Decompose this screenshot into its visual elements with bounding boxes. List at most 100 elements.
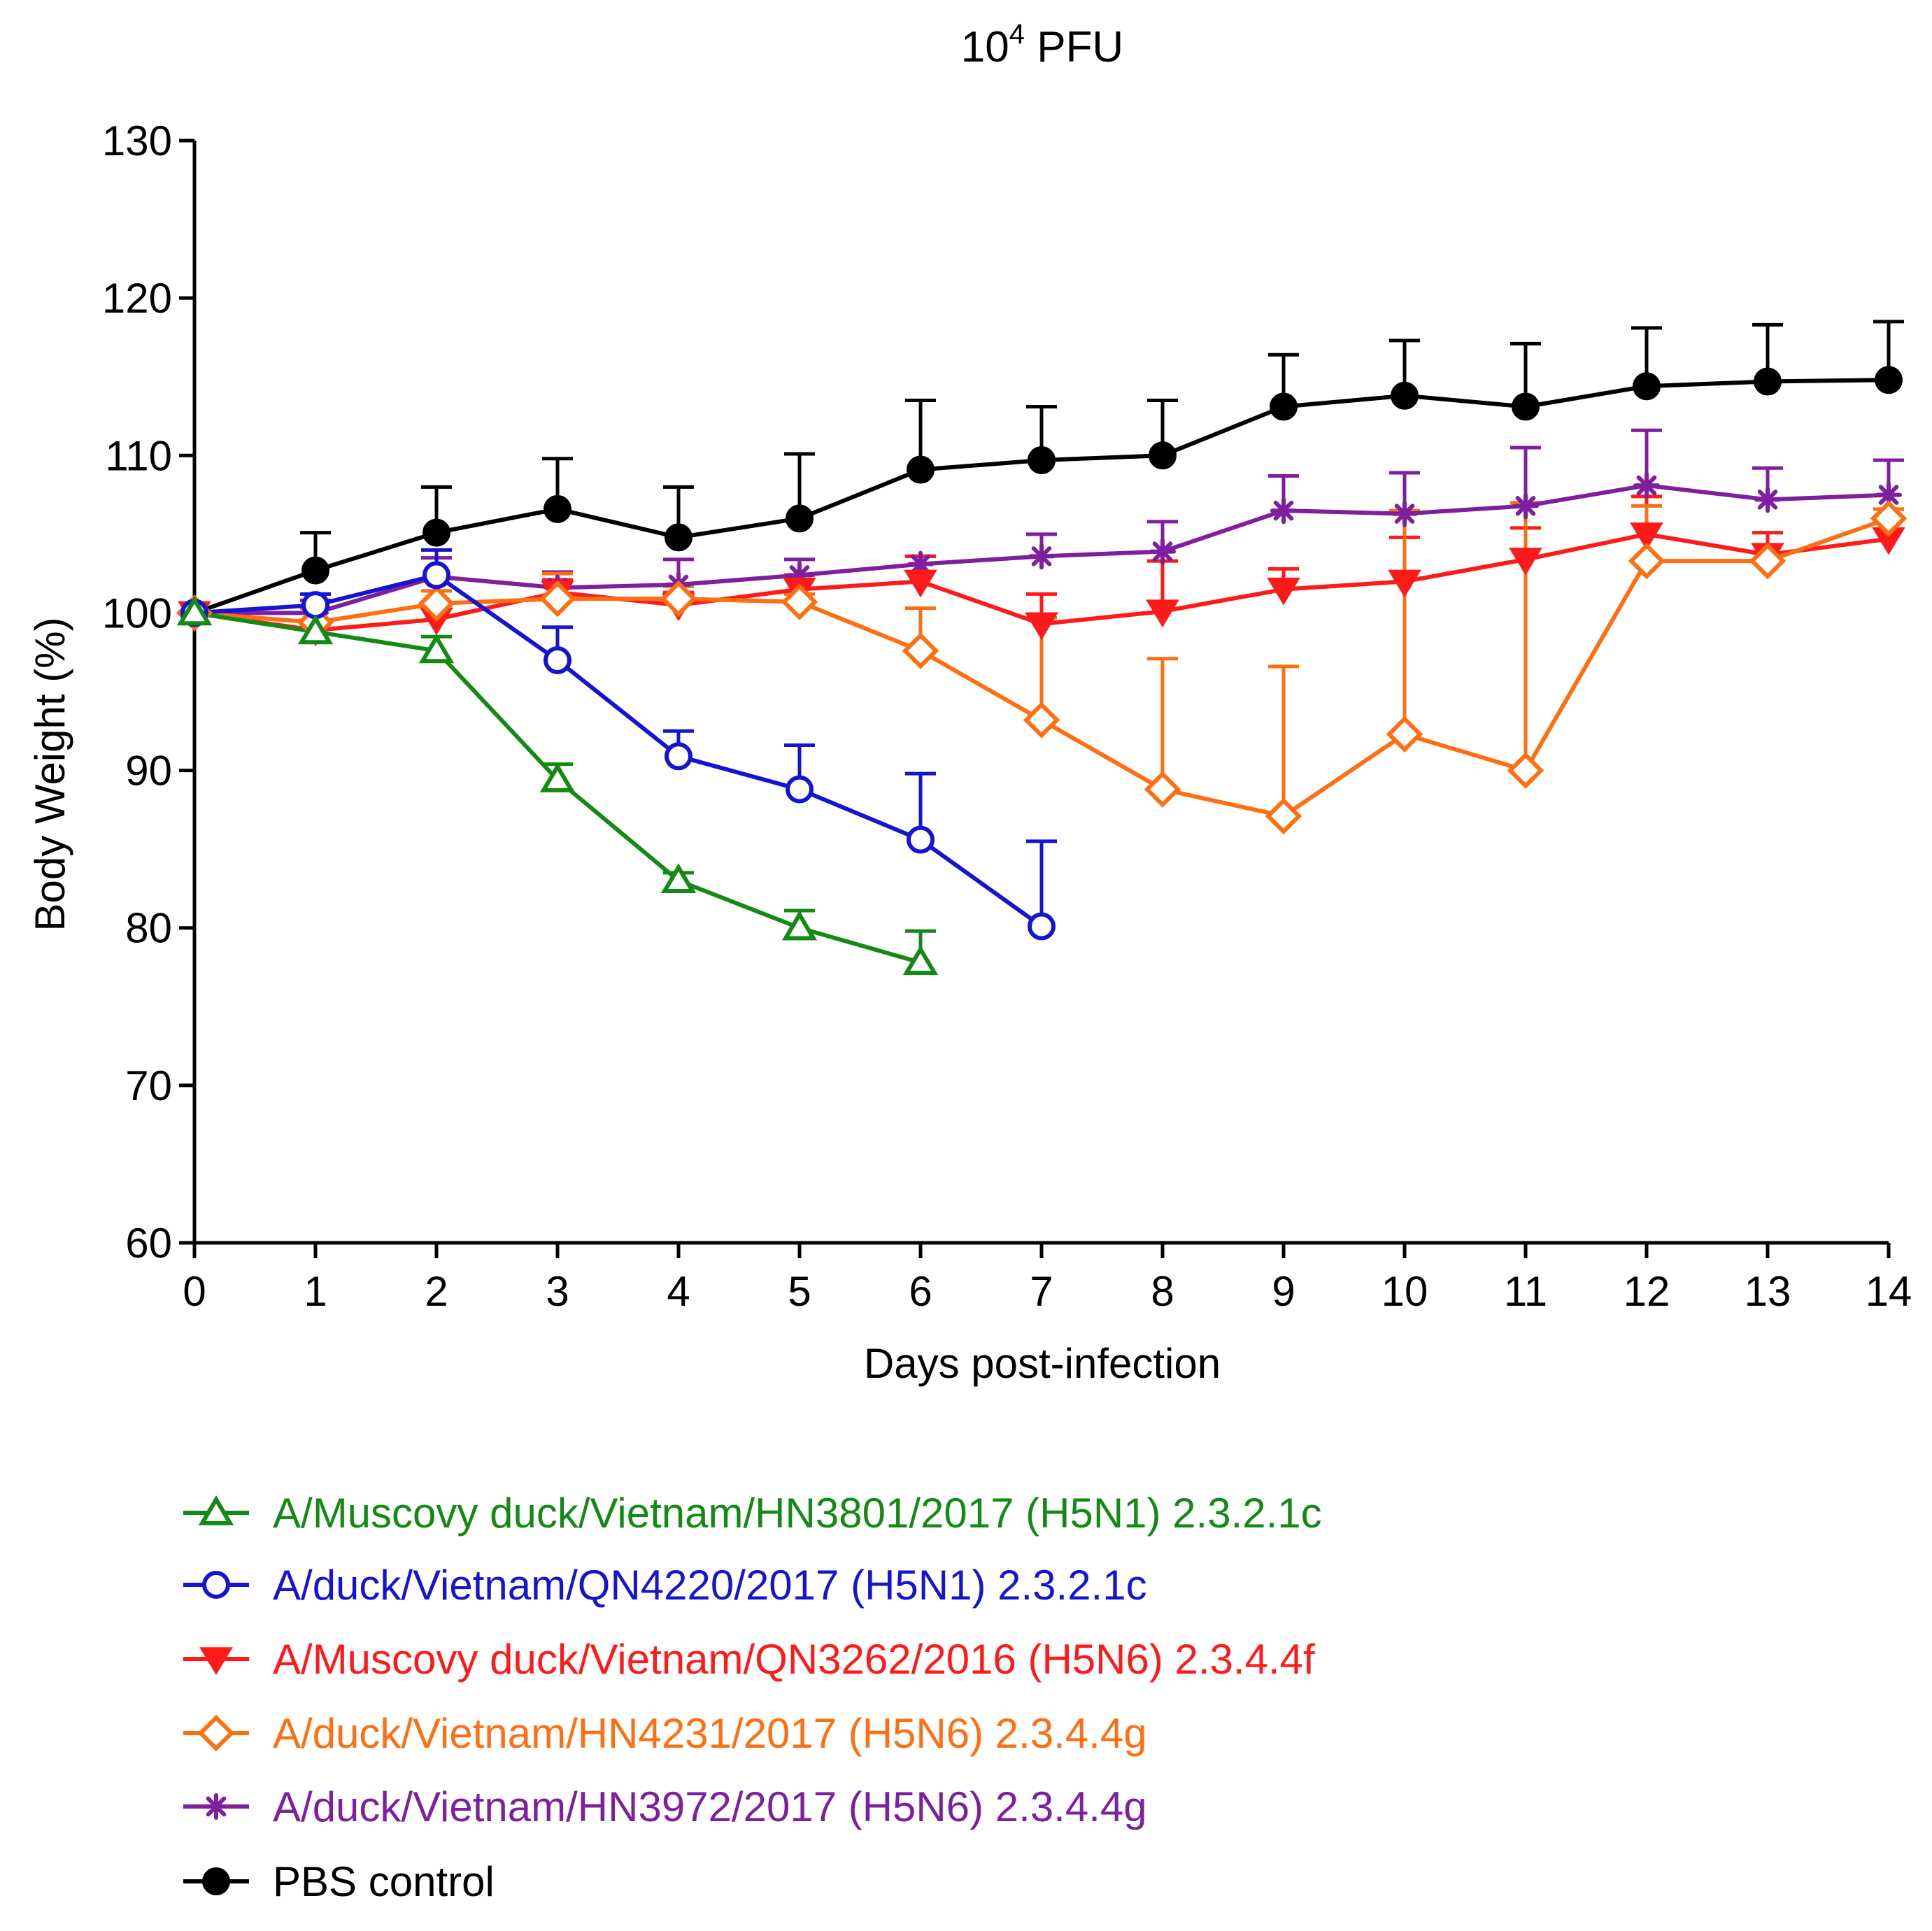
y-axis-label: Body Weight (%): [27, 617, 73, 931]
error-bar: [1026, 839, 1057, 927]
x-tick-label: 12: [1624, 1268, 1670, 1315]
data-point: [1146, 599, 1179, 628]
chart-title-rest: PFU: [1025, 23, 1123, 71]
x-tick-label: 6: [909, 1268, 932, 1315]
data-point: [1028, 543, 1055, 570]
data-point: [1633, 472, 1660, 499]
x-tick-label: 13: [1745, 1268, 1791, 1315]
legend-marker: [197, 1714, 235, 1752]
legend-marker: [202, 1867, 230, 1895]
legend-label: A/duck/Vietnam/QN4220/2017 (H5N1) 2.3.2.…: [273, 1562, 1147, 1609]
data-point: [1391, 381, 1419, 410]
legend-item: A/duck/Vietnam/QN4220/2017 (H5N1) 2.3.2.…: [183, 1562, 1147, 1609]
data-point: [1388, 569, 1421, 598]
x-tick-label: 3: [546, 1268, 569, 1315]
x-axis-label: Days post-infection: [864, 1340, 1221, 1387]
data-point: [902, 945, 939, 976]
series-markers: [176, 366, 1908, 976]
series-line: [194, 573, 1043, 928]
data-point: [1028, 446, 1056, 475]
data-point: [1391, 500, 1418, 527]
y-tick-label: 100: [102, 590, 172, 636]
data-point: [781, 910, 818, 941]
x-tick-label: 5: [788, 1268, 811, 1315]
legend-label: A/duck/Vietnam/HN4231/2017 (H5N6) 2.3.4.…: [273, 1710, 1147, 1757]
x-tick-label: 2: [425, 1268, 448, 1315]
x-tick-label: 4: [667, 1268, 690, 1315]
data-point: [1512, 492, 1539, 520]
data-point: [422, 561, 450, 590]
legend-label: A/Muscovy duck/Vietnam/HN3801/2017 (H5N1…: [273, 1490, 1322, 1537]
legend: A/Muscovy duck/Vietnam/HN3801/2017 (H5N1…: [183, 1490, 1322, 1905]
y-tick-label: 110: [105, 432, 172, 479]
x-tick-label: 7: [1030, 1268, 1053, 1315]
data-point: [1509, 548, 1542, 576]
error-bar: [1268, 664, 1299, 816]
data-point: [1512, 392, 1540, 421]
data-point: [301, 556, 329, 585]
y-tick-label: 90: [125, 748, 172, 795]
legend-item: A/duck/Vietnam/HN4231/2017 (H5N6) 2.3.4.…: [183, 1710, 1147, 1757]
data-point: [1265, 797, 1302, 835]
data-point: [665, 523, 692, 552]
legend-item: PBS control: [183, 1858, 495, 1905]
data-point: [1270, 392, 1298, 421]
data-point: [539, 580, 576, 618]
data-point: [1386, 715, 1423, 753]
data-point: [907, 825, 935, 854]
legend-item: A/duck/Vietnam/HN3972/2017 (H5N6) 2.3.4.…: [183, 1783, 1147, 1830]
data-point: [1025, 612, 1058, 641]
legend-marker: [203, 1793, 229, 1820]
legend-marker: [202, 1571, 230, 1599]
data-point: [1749, 542, 1787, 580]
y-tick-label: 120: [102, 275, 172, 322]
data-point: [301, 591, 329, 620]
x-tick-label: 0: [183, 1268, 206, 1315]
error-bar: [1510, 501, 1541, 771]
data-point: [1144, 771, 1181, 808]
data-point: [781, 583, 818, 620]
y-tick-label: 60: [125, 1220, 172, 1267]
data-point: [418, 633, 455, 664]
data-point: [1633, 372, 1661, 401]
data-point: [902, 632, 939, 669]
legend-label: A/duck/Vietnam/HN3972/2017 (H5N6) 2.3.4.…: [273, 1783, 1147, 1830]
legend-item: A/Muscovy duck/Vietnam/HN3801/2017 (H5N1…: [183, 1490, 1322, 1537]
data-point: [422, 518, 450, 547]
data-point: [907, 455, 935, 484]
data-point: [418, 585, 455, 622]
data-point: [1267, 577, 1300, 606]
error-bars: [300, 320, 1904, 963]
data-point: [904, 569, 937, 598]
data-point: [660, 863, 697, 893]
data-point: [544, 646, 571, 674]
chart-title: 104 PFU: [961, 19, 1123, 71]
x-tick-label: 8: [1151, 1268, 1174, 1315]
data-point: [660, 580, 697, 618]
data-point: [1875, 366, 1903, 394]
legend-label: PBS control: [273, 1858, 495, 1905]
x-tick-label: 14: [1866, 1268, 1912, 1315]
data-point: [1270, 497, 1297, 525]
error-bar: [1389, 508, 1420, 734]
y-tick-label: 80: [125, 905, 172, 952]
data-point: [1754, 367, 1782, 396]
data-point: [539, 762, 576, 792]
x-tick-label: 10: [1381, 1268, 1428, 1315]
x-tick-label: 9: [1272, 1268, 1295, 1315]
data-point: [1870, 500, 1908, 537]
y-tick-label: 70: [125, 1062, 172, 1109]
data-point: [1149, 538, 1176, 565]
x-tick-label: 1: [304, 1268, 327, 1315]
y-tick-label: 130: [102, 117, 172, 164]
chart-title-sup: 4: [1009, 19, 1025, 50]
data-point: [786, 504, 814, 533]
data-point: [1023, 701, 1060, 739]
data-point: [786, 775, 814, 804]
data-point: [1754, 486, 1781, 513]
data-point: [1028, 912, 1056, 941]
data-point: [176, 595, 213, 626]
